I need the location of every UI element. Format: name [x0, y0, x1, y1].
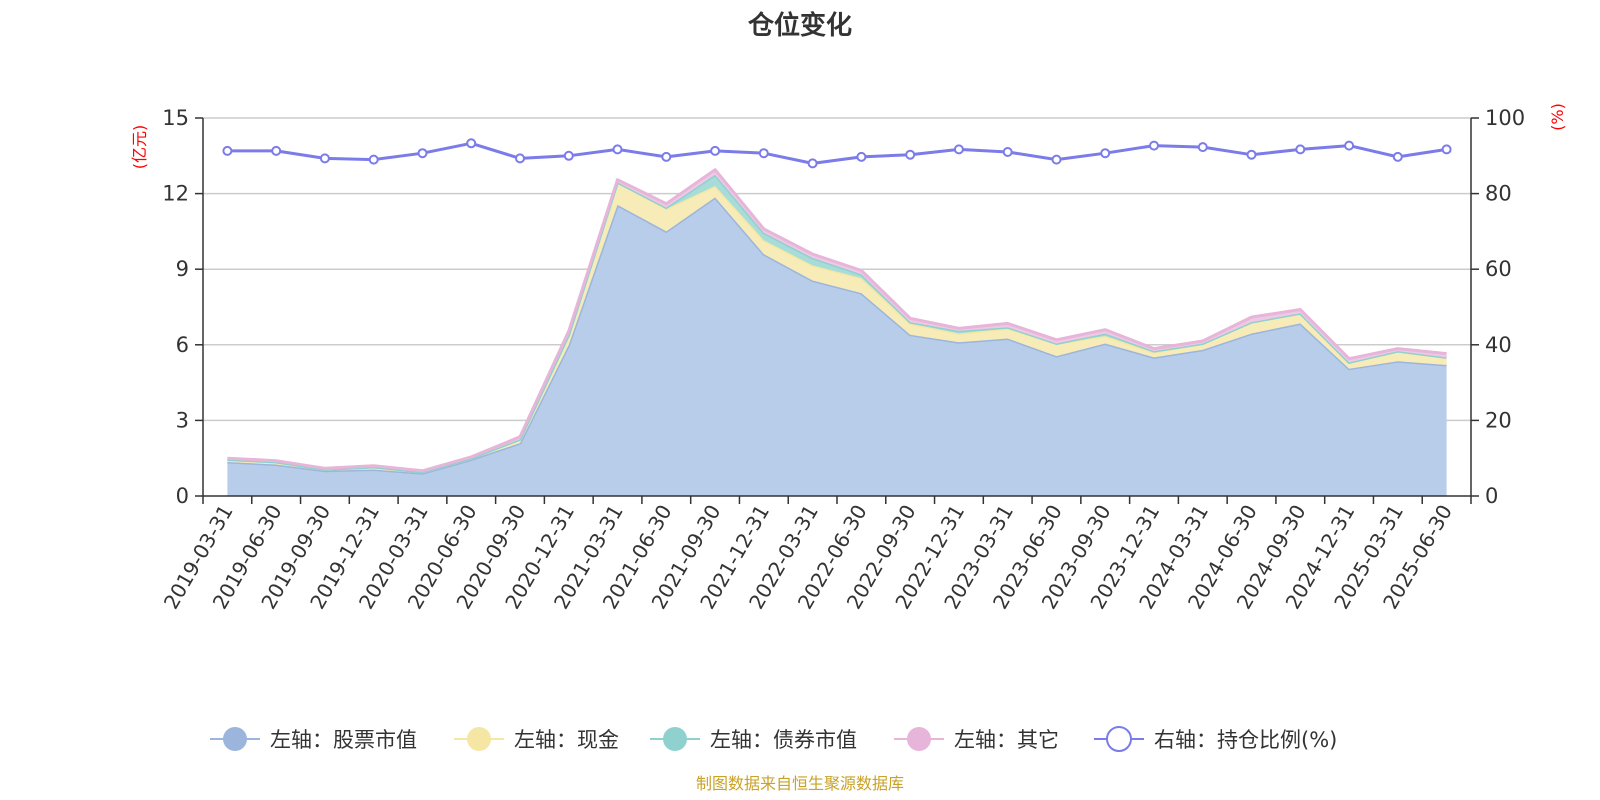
- left-tick-label: 15: [162, 106, 189, 130]
- legend-item-2[interactable]: 左轴：现金: [454, 727, 619, 752]
- ratio-point: [1002, 147, 1013, 157]
- legend-marker-icon: [663, 727, 687, 751]
- ratio-line-series: [222, 138, 1452, 169]
- left-tick-label: 6: [176, 333, 189, 357]
- legend-item-4[interactable]: 左轴：其它: [894, 727, 1059, 752]
- left-tick-label: 0: [176, 484, 189, 508]
- legend-item-3[interactable]: 左轴：债券市值: [650, 727, 857, 752]
- ratio-point: [807, 158, 818, 169]
- legend-marker-icon: [907, 727, 931, 751]
- ratio-point: [368, 154, 379, 165]
- legend-label: 左轴：债券市值: [710, 728, 857, 752]
- legend-label: 右轴：持仓比例(%): [1154, 728, 1337, 752]
- legend-marker-icon: [1106, 726, 1132, 752]
- right-tick-label: 40: [1485, 333, 1512, 357]
- right-axis-unit: (%): [1548, 103, 1567, 131]
- ratio-point: [1197, 142, 1208, 153]
- ratio-point: [1392, 151, 1403, 162]
- ratio-point: [612, 144, 623, 155]
- ratio-point: [271, 145, 282, 156]
- right-tick-label: 20: [1485, 408, 1512, 432]
- ratio-point: [1149, 140, 1159, 151]
- ratio-point: [319, 153, 330, 164]
- ratio-line: [227, 141, 1447, 165]
- ratio-point: [758, 148, 769, 159]
- ratio-point: [661, 151, 672, 162]
- ratio-point: [222, 145, 233, 156]
- area-1: [227, 197, 1447, 496]
- legend-label: 左轴：现金: [514, 728, 619, 752]
- data-source-note: 制图数据来自恒生聚源数据库: [696, 774, 904, 793]
- legend-label: 左轴：股票市值: [270, 728, 417, 752]
- right-tick-label: 80: [1485, 182, 1512, 206]
- ratio-point: [1344, 140, 1355, 151]
- ratio-point: [1051, 154, 1062, 165]
- ratio-point: [1100, 148, 1111, 159]
- legend: 左轴：股票市值 左轴：现金 左轴：债券市值 左轴：其它 右轴：持仓比例(%): [210, 726, 1337, 752]
- ratio-point: [417, 148, 428, 159]
- ratio-point: [905, 149, 916, 160]
- legend-label: 左轴：其它: [954, 728, 1059, 752]
- left-tick-label: 3: [176, 408, 189, 432]
- ratio-point: [1441, 144, 1452, 155]
- left-tick-label: 12: [162, 182, 189, 206]
- ratio-point: [1246, 149, 1257, 160]
- left-axis-unit: (亿元): [130, 125, 149, 170]
- ratio-point: [515, 153, 525, 164]
- ratio-point: [1295, 144, 1306, 155]
- legend-item-1[interactable]: 左轴：股票市值: [210, 727, 417, 752]
- ratio-point: [466, 138, 477, 149]
- right-tick-label: 100: [1485, 106, 1525, 130]
- area-line-4: [227, 168, 1447, 473]
- ratio-point: [710, 145, 721, 156]
- right-tick-label: 0: [1485, 484, 1498, 508]
- left-tick-label: 9: [176, 257, 189, 281]
- ratio-point: [953, 144, 964, 155]
- stacked-areas: [227, 168, 1447, 496]
- legend-item-5[interactable]: 右轴：持仓比例(%): [1094, 726, 1337, 752]
- legend-marker-icon: [223, 727, 247, 751]
- legend-marker-icon: [467, 727, 491, 751]
- ratio-point: [856, 151, 867, 162]
- chart-title: 仓位变化: [747, 10, 852, 41]
- right-tick-label: 60: [1485, 257, 1512, 281]
- ratio-point: [563, 150, 574, 161]
